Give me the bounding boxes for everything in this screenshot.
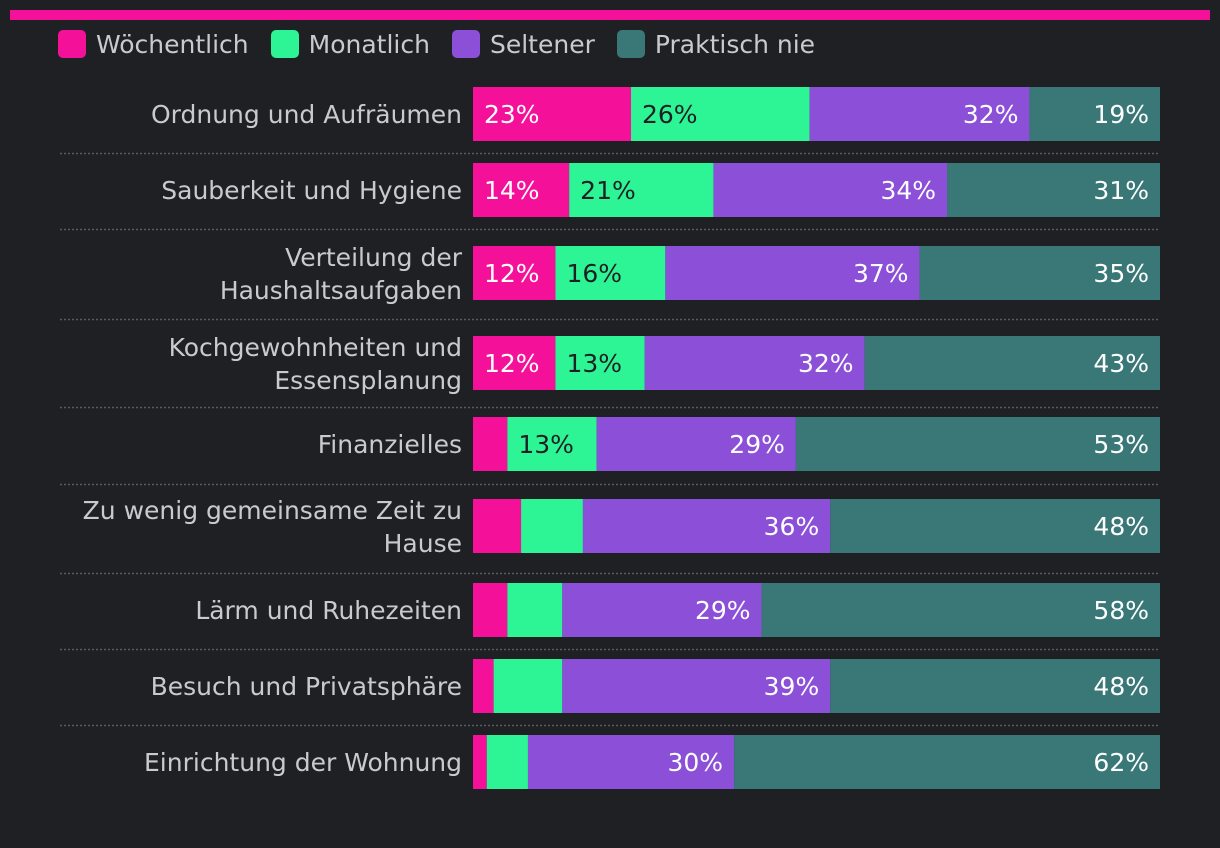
category-label: Verteilung der Haushaltsaufgaben xyxy=(220,243,463,305)
data-label: 21% xyxy=(580,176,636,205)
legend-label-weekly: Wöchentlich xyxy=(96,29,249,59)
category-label-line: Zu wenig gemeinsame Zeit zu xyxy=(83,496,462,525)
bar-segment xyxy=(644,336,865,390)
data-label: 26% xyxy=(642,100,698,129)
legend-item-rarely[interactable]: Seltener xyxy=(451,29,595,59)
legend-label-monthly: Monatlich xyxy=(308,29,430,59)
data-label: 32% xyxy=(963,100,1019,129)
data-label: 43% xyxy=(1093,349,1149,378)
legend-label-never: Praktisch nie xyxy=(654,29,816,59)
bar-segment xyxy=(665,246,920,300)
data-label: 30% xyxy=(667,748,723,777)
data-label: 29% xyxy=(729,430,785,459)
category-label-line: Finanzielles xyxy=(318,430,462,459)
data-label: 32% xyxy=(798,349,854,378)
legend-item-weekly[interactable]: Wöchentlich xyxy=(58,30,249,59)
data-label: 58% xyxy=(1093,596,1149,625)
legend-swatch-rarely xyxy=(451,30,480,58)
bar-segment xyxy=(493,659,563,713)
category-label-line: Sauberkeit und Hygiene xyxy=(161,176,462,205)
bar-segment xyxy=(473,246,556,300)
data-label: 12% xyxy=(484,259,540,288)
bar-segment xyxy=(734,735,1160,789)
bar-segment xyxy=(507,417,597,471)
data-label: 53% xyxy=(1093,430,1149,459)
legend-item-never[interactable]: Praktisch nie xyxy=(616,29,816,59)
bar-segment xyxy=(596,417,796,471)
bar-segment xyxy=(527,735,735,789)
bar-segment xyxy=(713,163,948,217)
legend-label-rarely: Seltener xyxy=(489,29,595,59)
legend: Wöchentlich Monatlich Seltener Praktisch… xyxy=(58,28,837,60)
data-label: 34% xyxy=(880,176,936,205)
data-label: 13% xyxy=(518,430,574,459)
bar-segment xyxy=(473,499,522,553)
bar-segment xyxy=(569,163,714,217)
data-label: 23% xyxy=(484,100,540,129)
data-label: 12% xyxy=(484,349,540,378)
data-label: 39% xyxy=(764,672,820,701)
bar-segment xyxy=(947,163,1160,217)
category-label: Ordnung und Aufräumen xyxy=(151,100,462,129)
category-label-line: Ordnung und Aufräumen xyxy=(151,100,462,129)
bar-segment xyxy=(486,735,528,789)
bar-segment xyxy=(555,246,666,300)
bar-segment xyxy=(473,87,632,141)
data-label: 29% xyxy=(695,596,751,625)
legend-swatch-weekly xyxy=(58,30,86,58)
data-label: 36% xyxy=(764,512,820,541)
accent-top-bar xyxy=(10,10,1210,20)
category-label: Finanzielles xyxy=(318,430,462,459)
data-label: 35% xyxy=(1093,259,1149,288)
bar-segment xyxy=(631,87,810,141)
data-label: 62% xyxy=(1093,748,1149,777)
category-label-line: Essensplanung xyxy=(274,366,462,395)
bar-segment xyxy=(864,336,1160,390)
category-label-line: Besuch und Privatsphäre xyxy=(151,672,462,701)
bar-segment xyxy=(507,583,563,637)
data-label: 31% xyxy=(1093,176,1149,205)
bar-segment xyxy=(830,659,1160,713)
bar-segment xyxy=(582,499,831,553)
category-label: Lärm und Ruhezeiten xyxy=(195,596,462,625)
category-label-line: Verteilung der xyxy=(285,243,463,272)
category-label: Zu wenig gemeinsame Zeit zu Hause xyxy=(83,496,462,558)
category-label: Kochgewohnheiten und Essensplanung xyxy=(169,333,462,395)
legend-swatch-monthly xyxy=(270,30,299,58)
bar-segment xyxy=(830,499,1160,553)
legend-swatch-never xyxy=(616,30,645,58)
bar-segment xyxy=(795,417,1160,471)
bar-segment xyxy=(562,583,762,637)
bar-segment xyxy=(521,499,583,553)
bar-segment xyxy=(473,583,508,637)
category-label-line: Lärm und Ruhezeiten xyxy=(195,596,462,625)
bar-segment xyxy=(473,336,556,390)
bar-segment xyxy=(473,735,487,789)
data-label: 48% xyxy=(1093,512,1149,541)
bar-segment xyxy=(473,417,508,471)
category-label-line: Kochgewohnheiten und xyxy=(169,333,462,362)
bar-segment xyxy=(562,659,831,713)
bar-segment xyxy=(555,336,645,390)
bar-segment xyxy=(919,246,1160,300)
bar-segment xyxy=(473,659,494,713)
data-label: 13% xyxy=(566,349,622,378)
data-label: 48% xyxy=(1093,672,1149,701)
category-label: Besuch und Privatsphäre xyxy=(151,672,462,701)
bar-segment xyxy=(473,163,570,217)
data-label: 14% xyxy=(484,176,540,205)
data-label: 37% xyxy=(853,259,909,288)
category-label-line: Einrichtung der Wohnung xyxy=(144,748,462,777)
data-label: 16% xyxy=(566,259,622,288)
category-label: Sauberkeit und Hygiene xyxy=(161,176,462,205)
category-label-line: Haushaltsaufgaben xyxy=(220,276,462,305)
bar-segment xyxy=(809,87,1030,141)
category-label: Einrichtung der Wohnung xyxy=(144,748,462,777)
category-label-line: Hause xyxy=(384,529,462,558)
bar-segment xyxy=(1029,87,1160,141)
data-label: 19% xyxy=(1093,100,1149,129)
bar-segment xyxy=(761,583,1160,637)
legend-item-monthly[interactable]: Monatlich xyxy=(270,29,430,59)
